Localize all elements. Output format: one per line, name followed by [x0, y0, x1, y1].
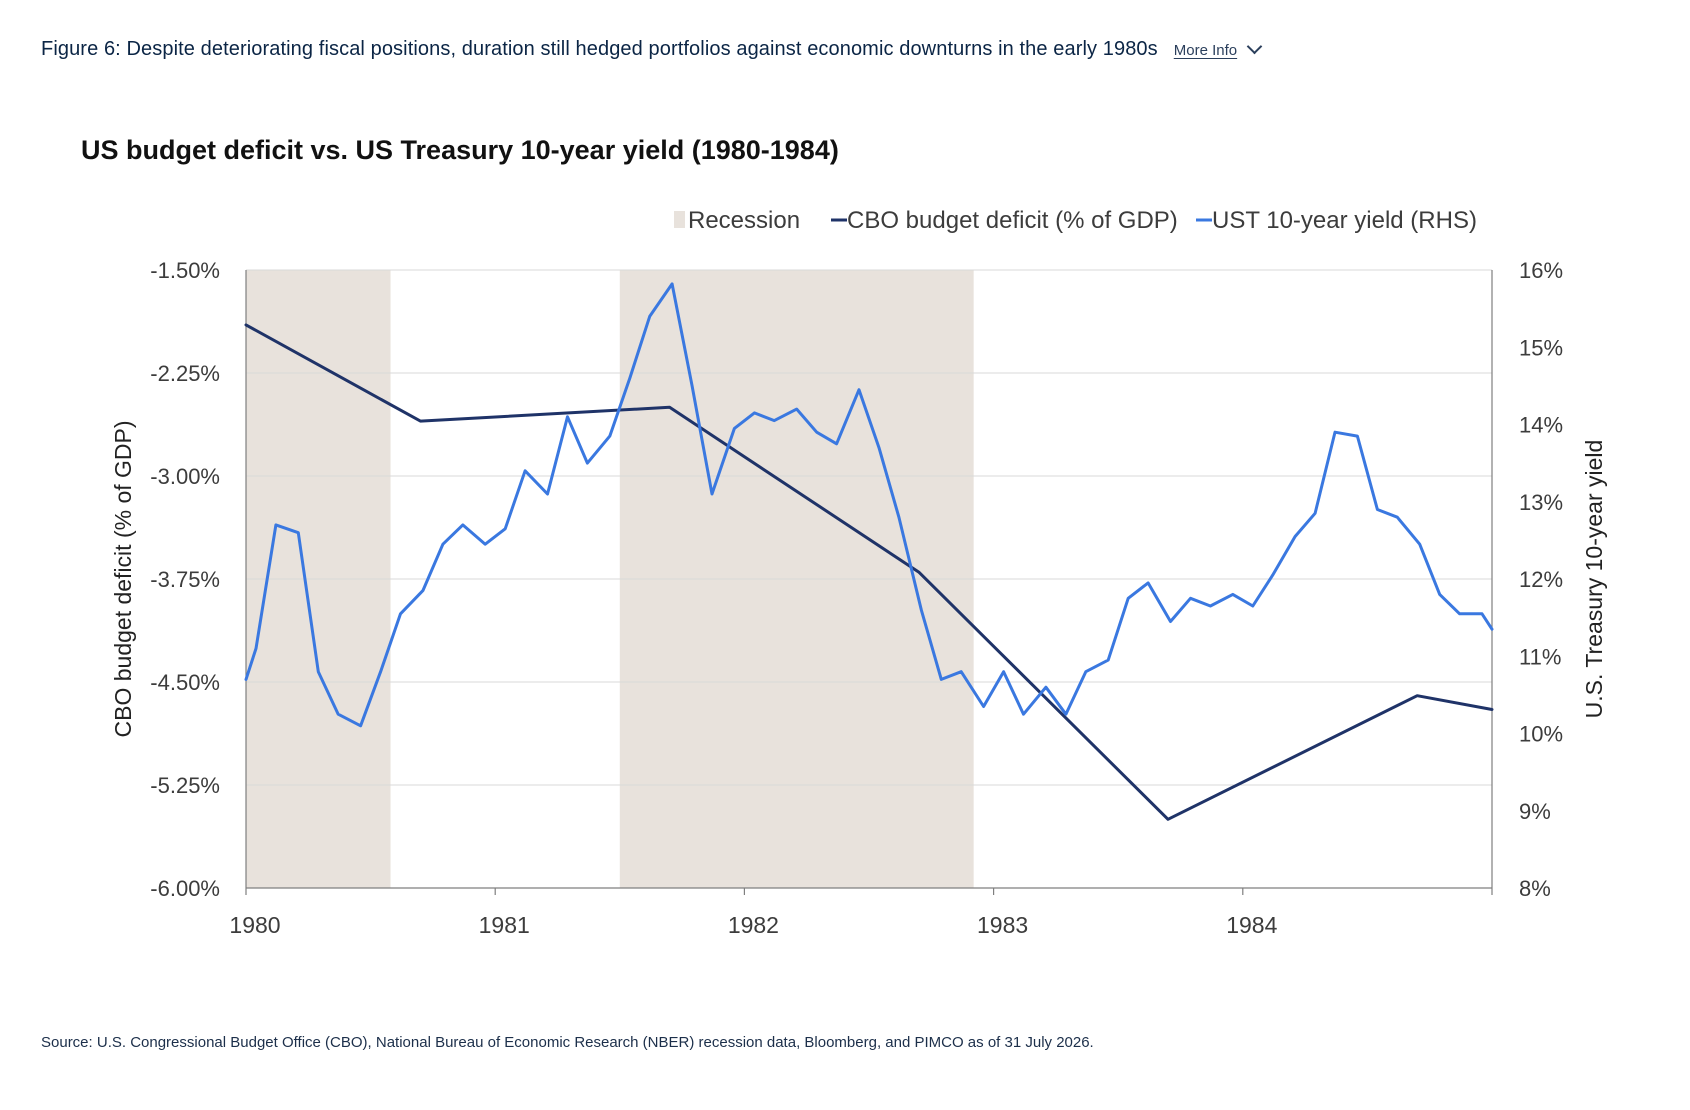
legend-swatch-recession [674, 211, 685, 228]
legend-label-deficit: CBO budget deficit (% of GDP) [847, 207, 1178, 234]
left-tick-label: -3.75% [150, 567, 220, 592]
left-tick-label: -3.00% [150, 464, 220, 489]
chart: US budget deficit vs. US Treasury 10-yea… [81, 135, 1607, 938]
right-tick-label: 10% [1519, 722, 1563, 747]
left-axis-title: CBO budget deficit (% of GDP) [110, 420, 136, 737]
figure-title: Figure 6: Despite deteriorating fiscal p… [41, 38, 1158, 60]
right-tick-label: 8% [1519, 876, 1551, 901]
right-axis-title: U.S. Treasury 10-year yield [1581, 440, 1607, 719]
yield-series-line [244, 282, 1494, 728]
right-tick-label: 13% [1519, 490, 1563, 515]
x-tick-label: 1980 [229, 912, 280, 938]
legend-label-recession: Recession [688, 207, 800, 234]
right-tick-label: 14% [1519, 413, 1563, 438]
right-tick-label: 15% [1519, 335, 1563, 360]
more-info-button[interactable]: More Info [1173, 38, 1263, 59]
more-info-label: More Info [1173, 42, 1238, 59]
x-tick-label: 1984 [1226, 912, 1277, 938]
left-tick-label: -6.00% [150, 876, 220, 901]
right-tick-label: 16% [1519, 258, 1563, 283]
legend: Recession CBO budget deficit (% of GDP) US… [674, 207, 1477, 234]
right-tick-label: 9% [1519, 799, 1551, 824]
figure-header: Figure 6: Despite deteriorating fiscal p… [41, 38, 1263, 61]
legend-label-yield: UST 10-year yield (RHS) [1212, 207, 1477, 234]
x-tick-label: 1983 [977, 912, 1028, 938]
left-tick-label: -5.25% [150, 773, 220, 798]
left-tick-label: -2.25% [150, 361, 220, 386]
deficit-series-line [244, 323, 1494, 821]
left-tick-label: -4.50% [150, 670, 220, 695]
right-tick-label: 11% [1519, 644, 1561, 669]
x-tick-label: 1981 [479, 912, 530, 938]
source-note: Source: U.S. Congressional Budget Office… [41, 1034, 1094, 1051]
right-tick-label: 12% [1519, 567, 1563, 592]
x-tick-label: 1982 [728, 912, 779, 938]
left-tick-label: -1.50% [150, 258, 220, 283]
chart-title: US budget deficit vs. US Treasury 10-yea… [81, 135, 839, 165]
